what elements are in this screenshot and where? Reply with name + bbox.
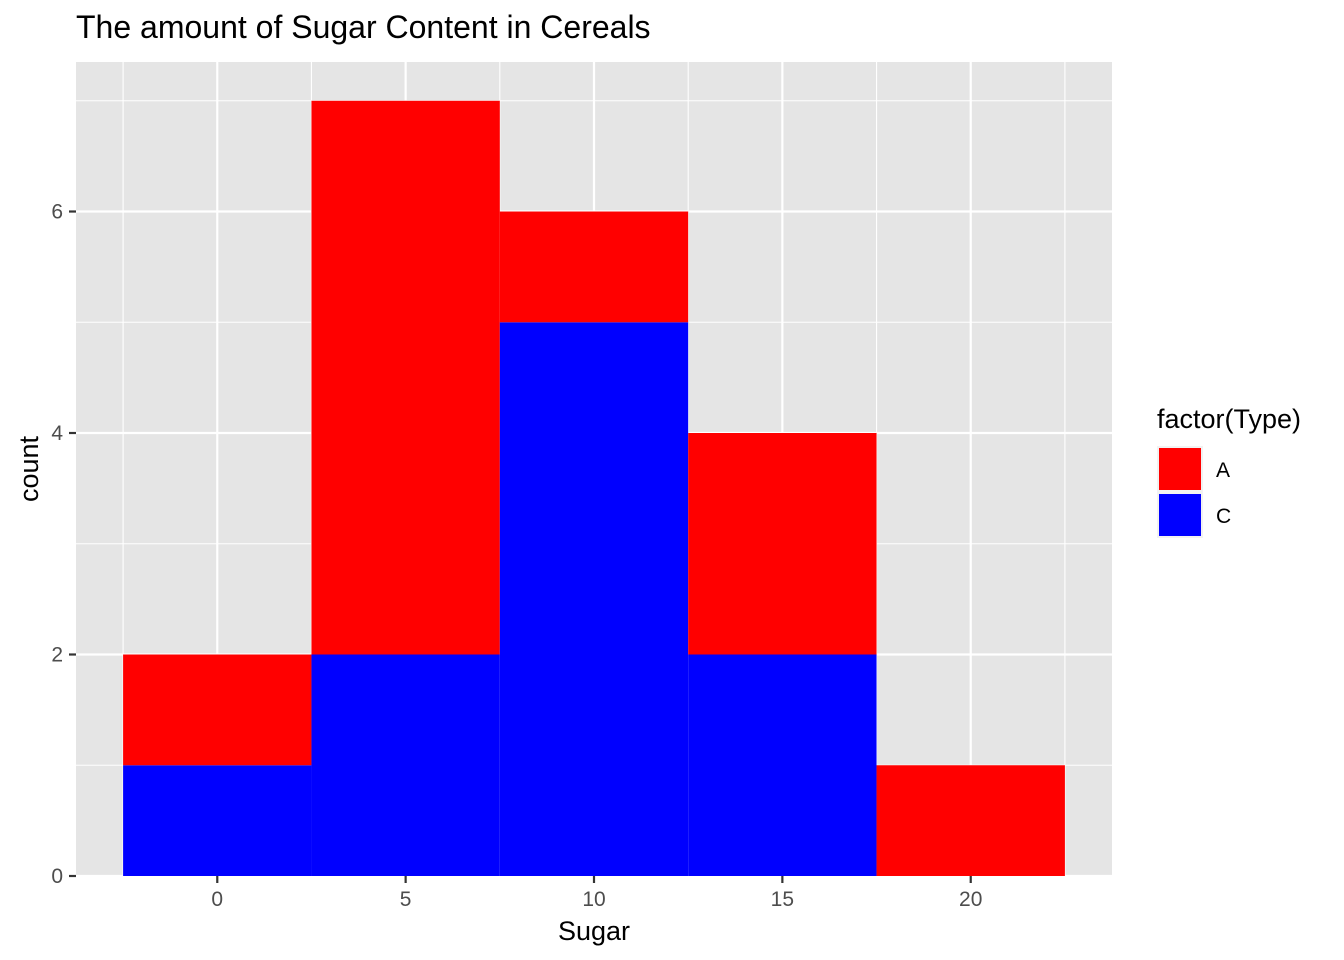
- y-tick-label: 0: [51, 865, 63, 888]
- bar-C-bin-5: [311, 654, 500, 876]
- legend-items: AC: [1157, 446, 1231, 538]
- legend-label-A: A: [1216, 459, 1230, 482]
- x-tick-label: 15: [771, 888, 794, 911]
- x-axis-title: Sugar: [558, 916, 630, 946]
- y-tick-label: 4: [51, 422, 63, 445]
- bar-A-bin-20: [876, 765, 1065, 876]
- y-axis-title: count: [14, 435, 44, 502]
- bar-A-bin-5: [311, 100, 500, 655]
- bars: [123, 100, 1065, 876]
- bar-A-bin-10: [499, 211, 689, 323]
- bar-A-bin-15: [688, 433, 877, 655]
- x-tick-label: 5: [400, 888, 412, 911]
- x-tick-label: 20: [959, 888, 982, 911]
- legend-title: factor(Type): [1157, 404, 1301, 434]
- x-tick-label: 0: [211, 888, 223, 911]
- axis-ticks: 0 5 10 15 20 0 2 4 6: [51, 201, 982, 911]
- bar-C-bin-10: [499, 322, 689, 876]
- legend: factor(Type) AC: [1157, 404, 1301, 538]
- bar-A-bin-0: [123, 654, 312, 766]
- bar-C-bin-15: [688, 654, 877, 876]
- legend-swatch-C: [1159, 494, 1201, 536]
- legend-label-C: C: [1216, 505, 1231, 528]
- x-tick-label: 10: [582, 888, 605, 911]
- chart-title: The amount of Sugar Content in Cereals: [76, 9, 651, 45]
- y-tick-label: 6: [51, 201, 63, 224]
- y-tick-label: 2: [51, 644, 63, 667]
- legend-swatch-A: [1159, 448, 1201, 490]
- bar-C-bin-0: [123, 765, 312, 876]
